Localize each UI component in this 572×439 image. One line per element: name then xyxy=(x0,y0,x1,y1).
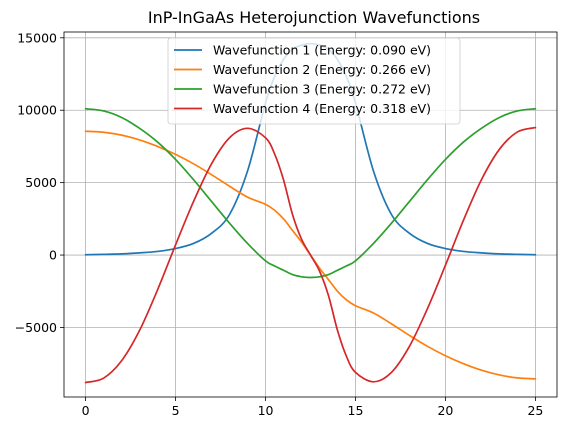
series-line-wavefunction-3 xyxy=(84,107,537,279)
series-line-wavefunction-4 xyxy=(84,126,537,384)
plot-area-frame xyxy=(63,31,558,398)
x-tick-label: 5 xyxy=(172,403,180,418)
x-tick-label: 15 xyxy=(348,403,364,418)
y-tick-label: 10000 xyxy=(17,103,57,118)
y-tick-label: 0 xyxy=(49,248,57,263)
x-tick-label: 0 xyxy=(82,403,90,418)
legend-label-wavefunction-2: Wavefunction 2 (Energy: 0.266 eV) xyxy=(213,62,431,77)
legend: Wavefunction 1 (Energy: 0.090 eV) Wavefun… xyxy=(167,37,461,125)
legend-label-wavefunction-4: Wavefunction 4 (Energy: 0.318 eV) xyxy=(213,101,431,116)
x-tick-label: 10 xyxy=(258,403,274,418)
axis-ticks: 0 5 10 15 20 25 −5000 0 5000 10000 15000 xyxy=(15,30,544,418)
chart-title: InP-InGaAs Heterojunction Wavefunctions xyxy=(148,8,480,27)
legend-label-wavefunction-1: Wavefunction 1 (Energy: 0.090 eV) xyxy=(213,43,431,58)
data-series xyxy=(84,42,537,384)
y-tick-label: −5000 xyxy=(15,320,57,335)
y-tick-label: 5000 xyxy=(25,175,57,190)
y-tick-label: 15000 xyxy=(17,30,57,45)
x-tick-label: 25 xyxy=(527,403,543,418)
legend-label-wavefunction-3: Wavefunction 3 (Energy: 0.272 eV) xyxy=(213,82,431,97)
legend-box xyxy=(167,37,461,125)
x-tick-label: 20 xyxy=(437,403,453,418)
